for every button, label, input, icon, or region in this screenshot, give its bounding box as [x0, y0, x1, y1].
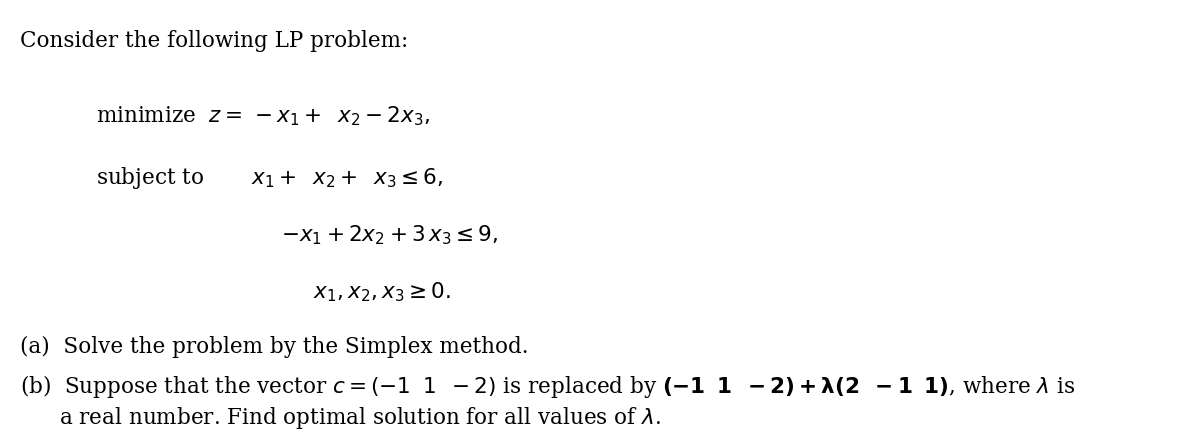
- Text: $-x_1 + 2x_2 + 3\,x_3 \leq 9,$: $-x_1 + 2x_2 + 3\,x_3 \leq 9,$: [281, 223, 498, 247]
- Text: Consider the following LP problem:: Consider the following LP problem:: [20, 30, 409, 52]
- Text: (a)  Solve the problem by the Simplex method.: (a) Solve the problem by the Simplex met…: [20, 336, 529, 358]
- Text: subject to $\qquad x_1 + \;\; x_2 + \;\; x_3 \leq 6,$: subject to $\qquad x_1 + \;\; x_2 + \;\;…: [96, 165, 444, 191]
- Text: minimize  $z = \, -x_1 + \;\; x_2 - 2x_3,$: minimize $z = \, -x_1 + \;\; x_2 - 2x_3,…: [96, 104, 431, 128]
- Text: (b)  Suppose that the vector $c = (-1 \;\; 1 \;\; -2)$ is replaced by $\mathbf{(: (b) Suppose that the vector $c = (-1 \;\…: [20, 373, 1076, 400]
- Text: a real number. Find optimal solution for all values of $\lambda$.: a real number. Find optimal solution for…: [60, 405, 661, 431]
- Text: $x_1, x_2, x_3 \geq 0.$: $x_1, x_2, x_3 \geq 0.$: [313, 280, 450, 304]
